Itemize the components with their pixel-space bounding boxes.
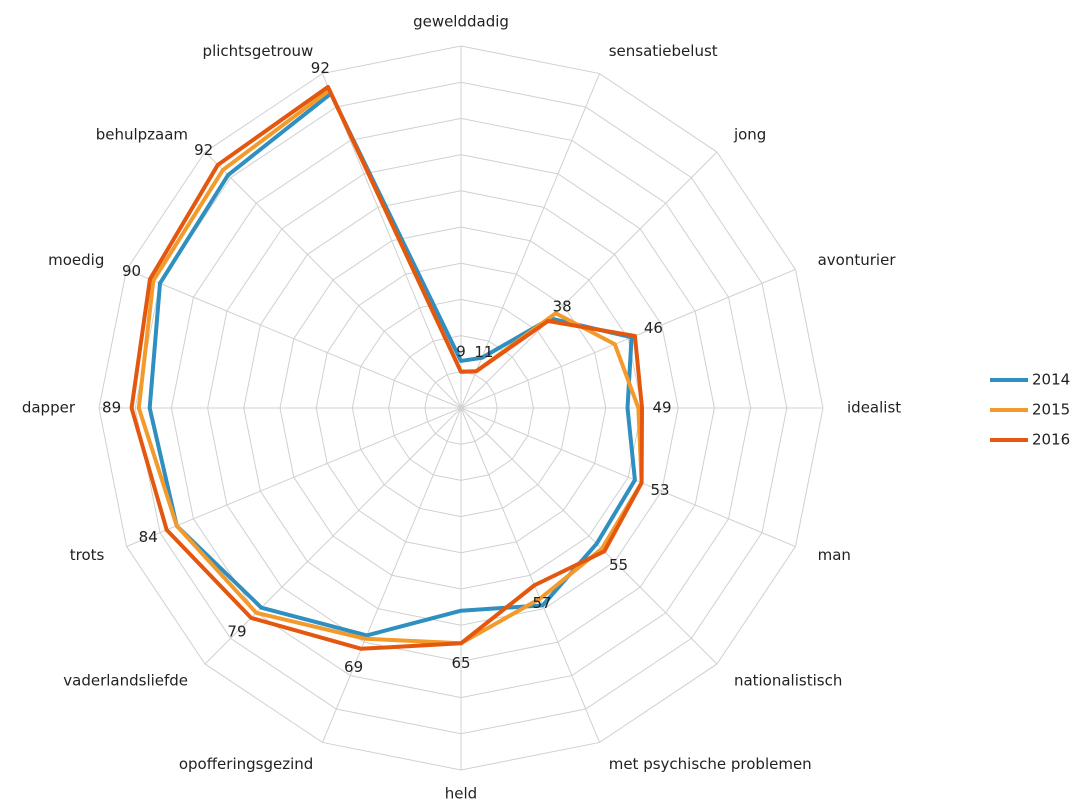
axis-spoke [204, 151, 462, 409]
axis-label: behulpzaam [96, 126, 188, 144]
axis-label: moedig [48, 251, 104, 269]
data-label: 46 [644, 319, 663, 337]
axis-label: nationalistisch [734, 671, 842, 689]
axis-spoke [322, 407, 462, 743]
axis-spoke [460, 407, 718, 665]
axis-spoke [460, 73, 600, 409]
data-label: 57 [533, 594, 552, 612]
axis-spoke [126, 269, 462, 409]
axis-label: vaderlandsliefde [63, 671, 188, 689]
axis-label: man [818, 546, 851, 564]
data-label: 38 [553, 297, 572, 315]
axis-label: held [445, 785, 477, 803]
data-label: 84 [139, 528, 158, 546]
data-label: 9 [456, 342, 466, 360]
data-label: 65 [451, 654, 470, 672]
legend-label: 2015 [1032, 401, 1070, 419]
axis-spoke [460, 407, 796, 547]
legend-label: 2014 [1032, 371, 1070, 389]
data-label: 69 [344, 658, 363, 676]
axis-spoke [460, 151, 718, 409]
data-label: 11 [474, 343, 493, 361]
data-label: 92 [194, 141, 213, 159]
axis-label: trots [70, 546, 105, 564]
series-line [129, 84, 644, 651]
data-label: 92 [311, 59, 330, 77]
axis-label: opofferingsgezind [179, 755, 313, 773]
axis-spoke [204, 407, 462, 665]
axis-label: met psychische problemen [609, 755, 812, 773]
legend-label: 2016 [1032, 431, 1070, 449]
axis-label: sensatiebelust [609, 42, 718, 60]
data-label: 55 [609, 556, 628, 574]
axis-label: gewelddadig [413, 13, 509, 31]
data-label: 90 [122, 262, 141, 280]
data-label: 79 [227, 623, 246, 641]
data-label: 49 [652, 399, 671, 417]
axis-label: jong [733, 126, 766, 144]
axis-label: dapper [22, 399, 76, 417]
axis-label: plichtsgetrouw [203, 42, 314, 60]
data-label: 89 [102, 399, 121, 417]
data-label: 53 [651, 481, 670, 499]
axis-spoke [460, 269, 796, 409]
axis-spoke [460, 407, 600, 743]
axis-spoke [126, 407, 462, 547]
axis-label: idealist [847, 399, 901, 417]
axis-label: avonturier [818, 251, 897, 269]
